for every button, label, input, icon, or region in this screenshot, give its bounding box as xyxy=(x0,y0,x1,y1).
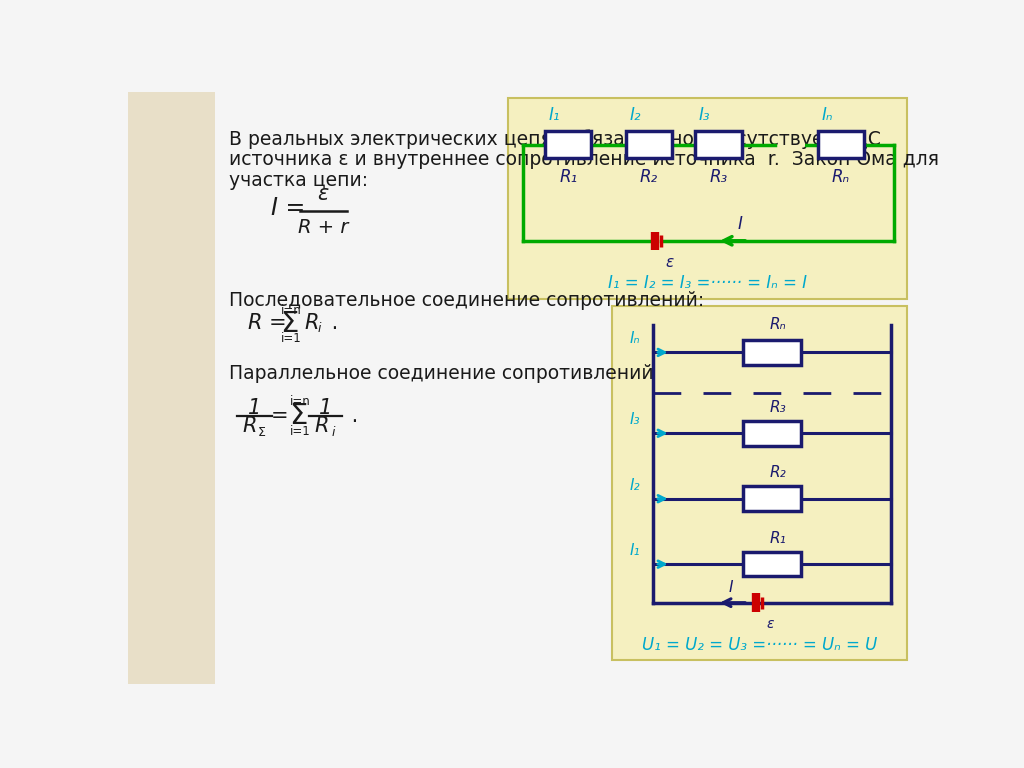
Text: ε: ε xyxy=(317,184,329,204)
Text: R =: R = xyxy=(248,313,287,333)
Text: ε: ε xyxy=(666,255,674,270)
Text: R₃: R₃ xyxy=(710,167,728,186)
Text: U₁ = U₂ = U₃ =······ = Uₙ = U: U₁ = U₂ = U₃ =······ = Uₙ = U xyxy=(642,636,878,654)
Text: R₁: R₁ xyxy=(559,167,578,186)
Text: R + r: R + r xyxy=(298,218,348,237)
Bar xyxy=(695,131,741,157)
Text: .: . xyxy=(325,313,338,333)
Text: I =: I = xyxy=(271,196,305,220)
Text: R: R xyxy=(314,416,329,436)
Text: R₁: R₁ xyxy=(770,531,786,546)
Bar xyxy=(742,340,802,365)
Text: 1: 1 xyxy=(319,398,332,418)
Text: I₁ = I₂ = I₃ =······ = Iₙ = I: I₁ = I₂ = I₃ =······ = Iₙ = I xyxy=(608,274,807,292)
Text: Параллельное соединение сопротивлений: Параллельное соединение сопротивлений xyxy=(228,364,653,383)
Text: R₂: R₂ xyxy=(770,465,786,480)
Text: I₁: I₁ xyxy=(549,107,560,124)
Text: .: . xyxy=(345,406,358,425)
Text: i: i xyxy=(317,322,321,335)
Bar xyxy=(818,131,864,157)
Text: ε: ε xyxy=(767,617,774,631)
Text: I: I xyxy=(738,215,742,233)
Text: источника ε и внутреннее сопротивление источника  r.  Закон Ома для: источника ε и внутреннее сопротивление и… xyxy=(228,150,939,169)
Text: В реальных электрических цепях обязательно присутствует ЭДС: В реальных электрических цепях обязатель… xyxy=(228,129,881,149)
Text: 1: 1 xyxy=(248,398,261,418)
Text: Rₙ: Rₙ xyxy=(831,167,850,186)
Text: Σ: Σ xyxy=(290,402,307,429)
Text: Iₙ: Iₙ xyxy=(630,331,640,346)
Text: участка цепи:: участка цепи: xyxy=(228,170,368,190)
Bar xyxy=(612,306,907,660)
Text: i=n: i=n xyxy=(281,304,301,317)
Text: Последовательное соединение сопротивлений:: Последовательное соединение сопротивлени… xyxy=(228,291,705,310)
Bar xyxy=(508,98,907,299)
Text: R₂: R₂ xyxy=(640,167,657,186)
Text: i=1: i=1 xyxy=(281,333,301,346)
Text: R: R xyxy=(305,313,319,333)
Text: =: = xyxy=(271,406,289,425)
Text: I₂: I₂ xyxy=(630,478,640,492)
Bar xyxy=(545,131,592,157)
Text: Σ: Σ xyxy=(257,426,265,439)
Bar xyxy=(128,92,215,684)
Text: I: I xyxy=(729,580,733,595)
Text: I₃: I₃ xyxy=(630,412,640,427)
Text: Iₙ: Iₙ xyxy=(821,107,833,124)
Bar xyxy=(626,131,672,157)
Text: R₃: R₃ xyxy=(770,400,786,415)
Text: i: i xyxy=(332,426,335,439)
Bar xyxy=(742,552,802,577)
Text: I₁: I₁ xyxy=(630,543,640,558)
Text: I₂: I₂ xyxy=(629,107,641,124)
Text: Rₙ: Rₙ xyxy=(770,317,786,333)
Text: I₃: I₃ xyxy=(698,107,711,124)
Text: i=n: i=n xyxy=(290,395,310,408)
Bar xyxy=(742,486,802,511)
Text: Σ: Σ xyxy=(280,310,298,338)
Bar xyxy=(742,421,802,445)
Text: i=1: i=1 xyxy=(290,425,310,438)
Text: R: R xyxy=(243,416,257,436)
